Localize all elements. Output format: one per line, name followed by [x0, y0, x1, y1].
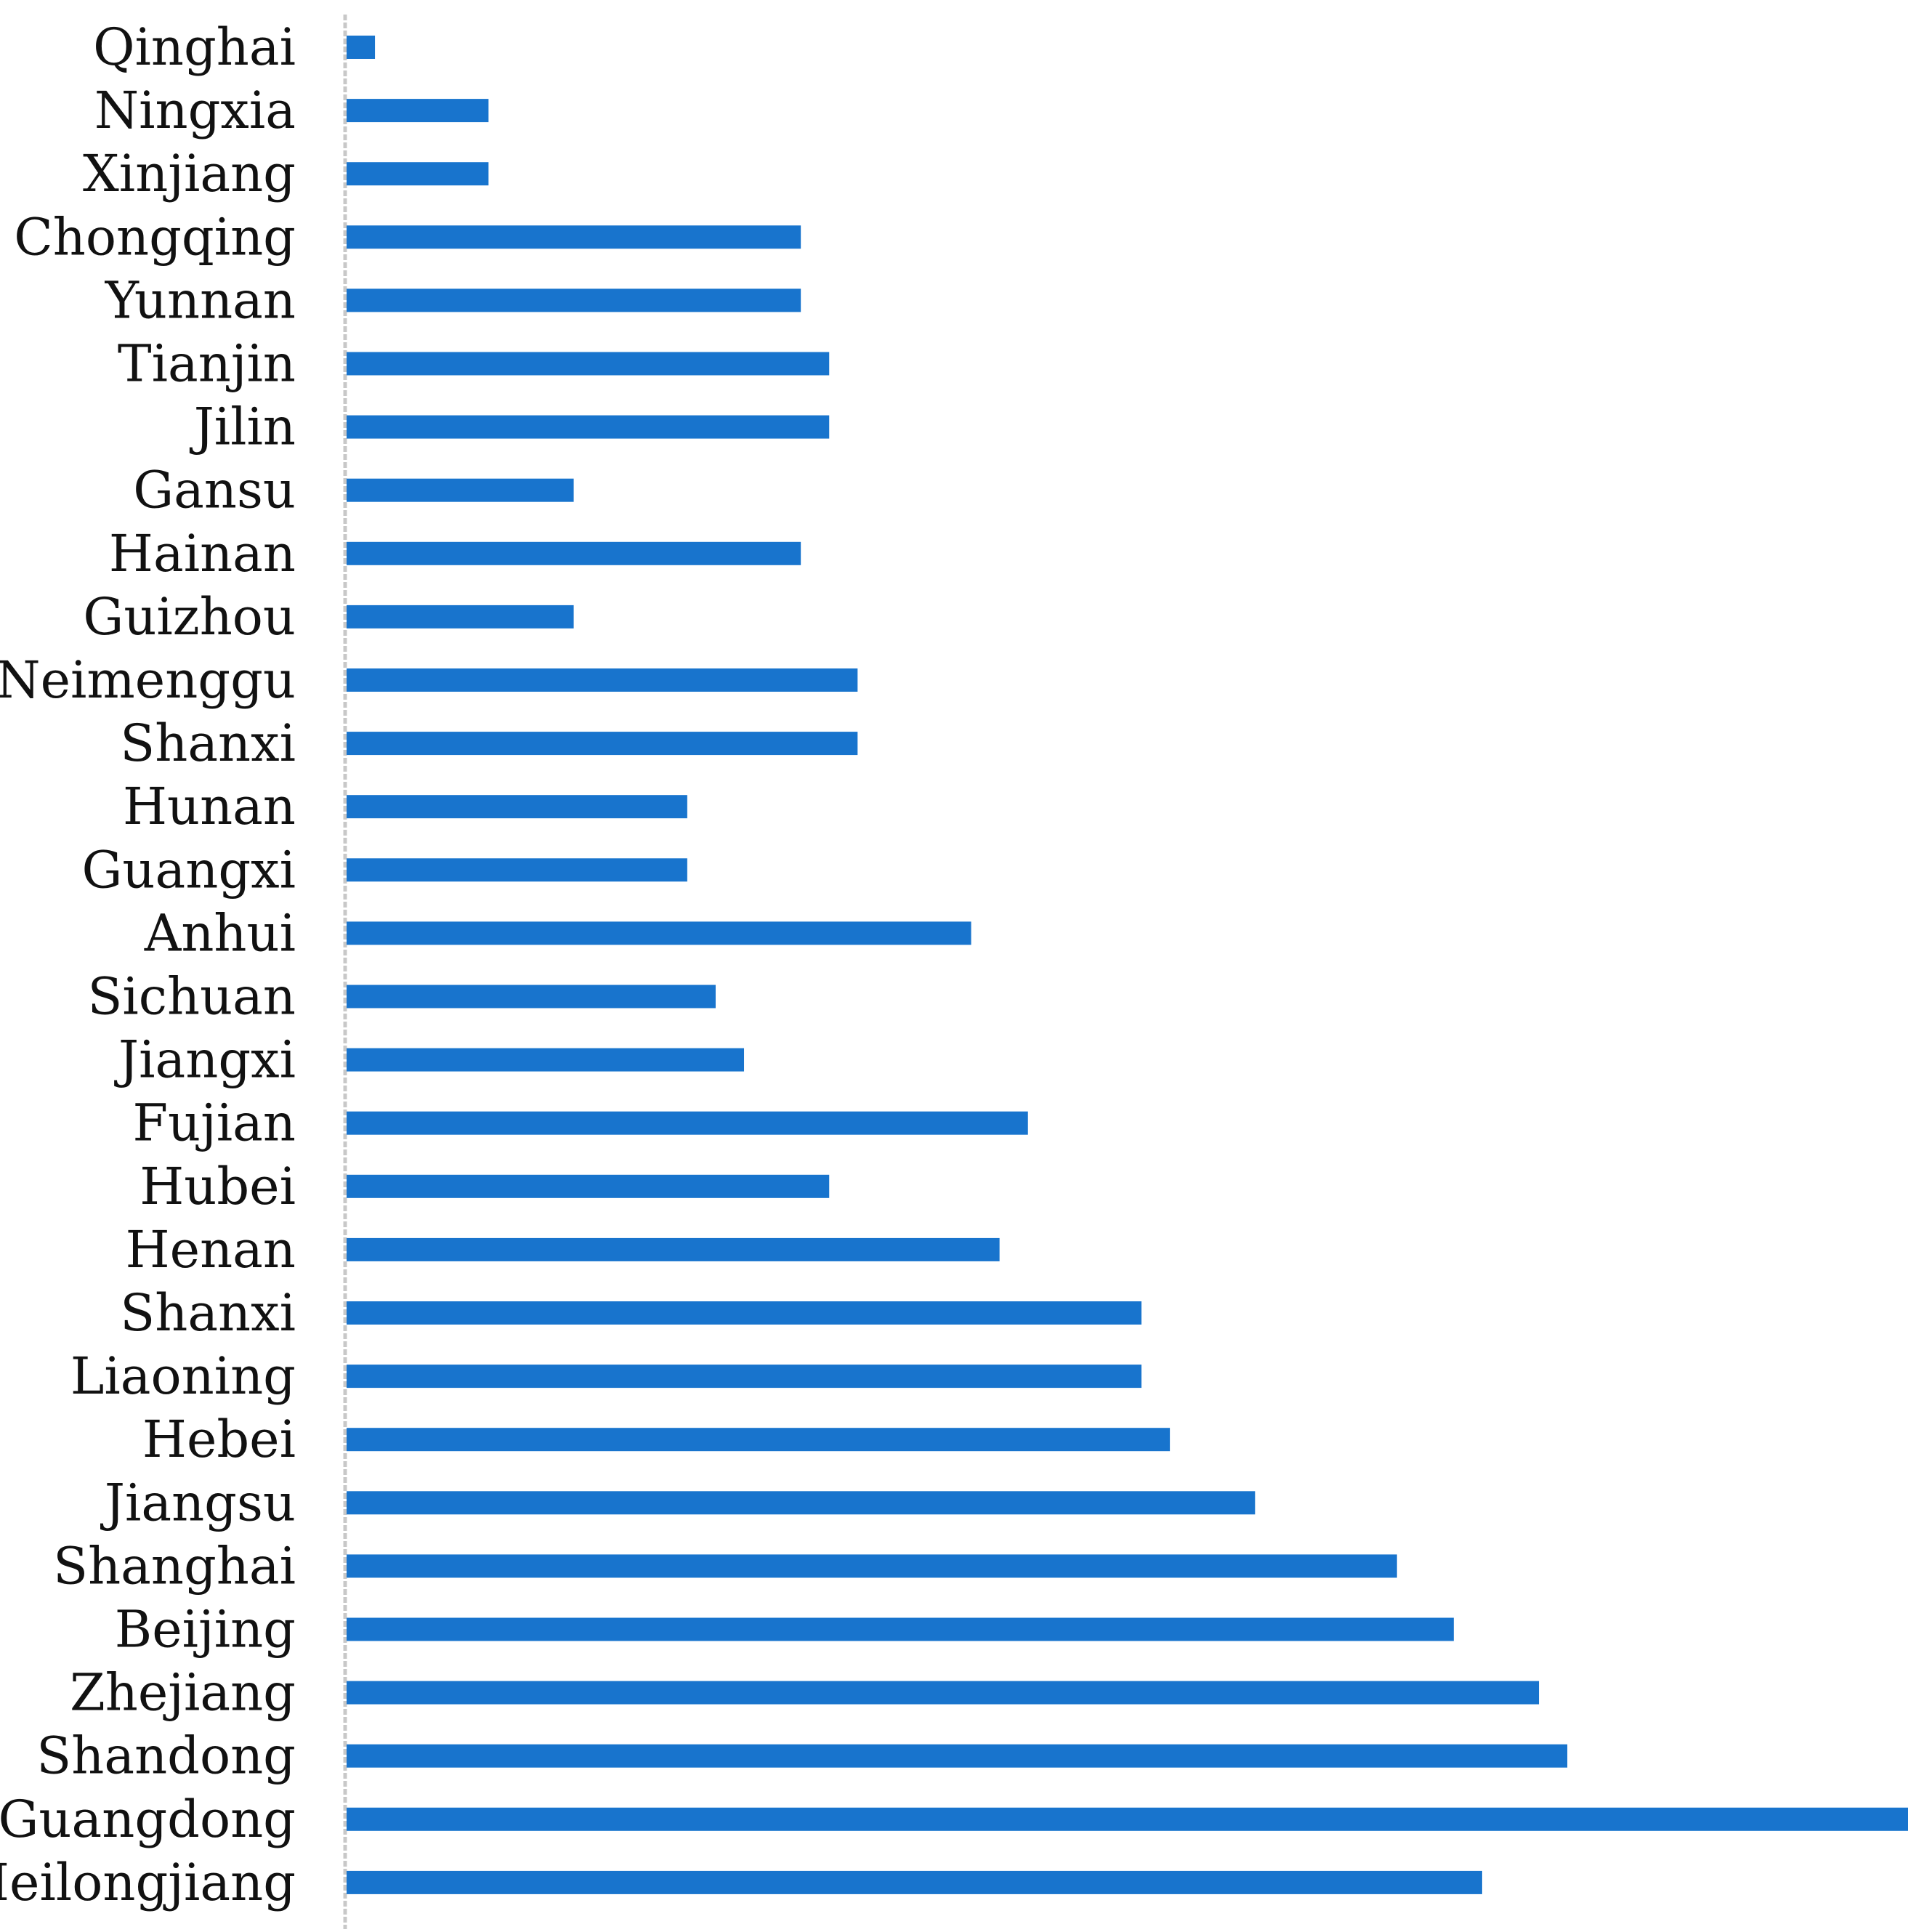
- bar: [347, 1365, 1142, 1389]
- category-label: Shanxi: [120, 1283, 296, 1343]
- bar: [347, 36, 376, 59]
- category-label: Shandong: [36, 1726, 296, 1786]
- bar: [347, 1237, 1000, 1261]
- bar: [347, 1744, 1568, 1768]
- bar: [347, 605, 574, 628]
- bar: [347, 668, 858, 692]
- category-label: Gansu: [133, 461, 296, 520]
- category-label: Shanxi: [120, 714, 296, 773]
- bar: [347, 795, 687, 819]
- bar: [347, 288, 801, 312]
- bar: [347, 1617, 1454, 1641]
- bar: [347, 352, 830, 376]
- bar: [347, 921, 971, 945]
- bar: [347, 1428, 1171, 1452]
- bar: [347, 1174, 830, 1198]
- bar: [347, 1807, 1908, 1831]
- category-label: Tianjin: [118, 334, 296, 394]
- category-label: Fujian: [132, 1094, 296, 1153]
- bar: [347, 99, 489, 123]
- bar: [347, 985, 716, 1009]
- bar: [347, 541, 801, 565]
- category-label: Jilin: [190, 397, 296, 457]
- category-label: Hunan: [123, 777, 296, 836]
- bar: [347, 1491, 1256, 1515]
- category-label: Chongqing: [14, 207, 296, 267]
- category-label: Henan: [126, 1220, 296, 1280]
- bar: [347, 478, 574, 502]
- bar: [347, 1681, 1540, 1705]
- category-label: Zhejiang: [70, 1663, 296, 1723]
- category-label: Ningxia: [94, 81, 296, 140]
- bar: [347, 1301, 1142, 1325]
- category-labels: QinghaiNingxiaXinjiangChongqingYunnanTia…: [0, 17, 296, 1912]
- bar: [347, 1554, 1397, 1578]
- bar: [347, 225, 801, 249]
- bar: [347, 1111, 1028, 1135]
- category-label: Jiangxi: [114, 1030, 296, 1090]
- category-label: Liaoning: [70, 1346, 296, 1406]
- category-label: Qinghai: [93, 17, 296, 77]
- category-label: Beijing: [115, 1600, 296, 1660]
- category-label: Yunnan: [105, 270, 296, 330]
- bar: [347, 1870, 1482, 1894]
- category-label: Guizhou: [83, 587, 296, 647]
- category-label: Hainan: [109, 524, 296, 583]
- bar: [347, 1048, 745, 1072]
- category-label: Guangdong: [0, 1790, 296, 1849]
- category-label: Jiangsu: [100, 1473, 296, 1532]
- category-label: Xinjiang: [83, 144, 296, 203]
- bars: [347, 36, 1908, 1894]
- category-label: Guangxi: [82, 840, 296, 900]
- bar: [347, 415, 830, 439]
- category-label: Hebei: [142, 1410, 296, 1469]
- bar: [347, 732, 858, 756]
- bar: [347, 162, 489, 186]
- category-label: Sichuan: [87, 967, 296, 1027]
- category-label: Anhui: [144, 903, 296, 963]
- category-label: Neimenggu: [0, 650, 296, 710]
- bar: [347, 858, 687, 882]
- category-label: Heilongjiang: [0, 1853, 296, 1912]
- category-label: Shanghai: [53, 1536, 296, 1596]
- category-label: Hubei: [140, 1157, 296, 1216]
